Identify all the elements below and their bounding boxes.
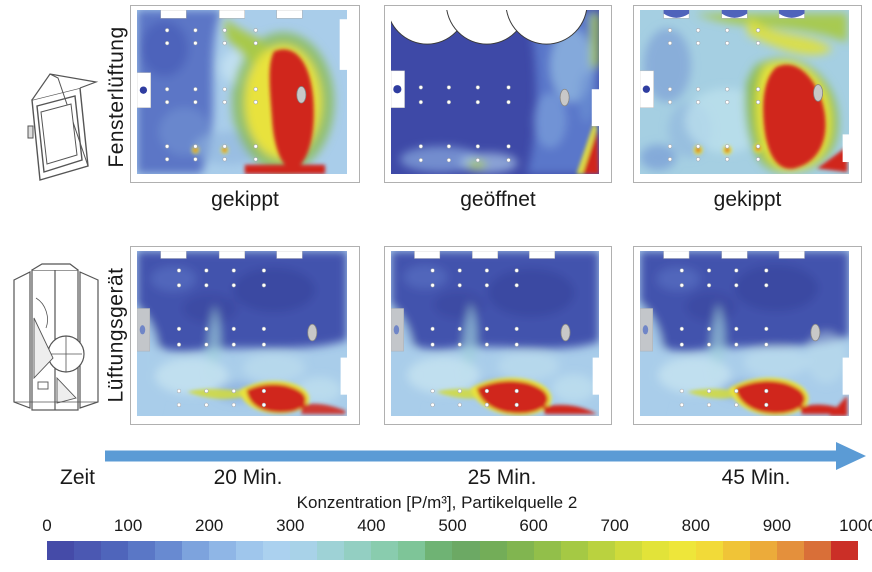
colorbar-segment xyxy=(47,541,75,560)
colorbar xyxy=(47,541,858,560)
sensor-dots xyxy=(418,85,511,163)
colorbar-segment xyxy=(803,541,831,560)
heatmap-geraet-45min xyxy=(633,246,862,425)
open-window-fans xyxy=(391,10,588,45)
ceiling-notches xyxy=(160,10,303,19)
heatmap-field xyxy=(640,251,849,416)
heatmap-geraet-20min xyxy=(130,246,360,425)
person-marker-icon xyxy=(307,323,318,342)
time-tick-25min: 25 Min. xyxy=(467,466,537,489)
colorbar-tick: 0 xyxy=(42,516,52,535)
heatmap-fenster-25min xyxy=(384,5,612,183)
person-marker-icon xyxy=(559,88,570,107)
time-tick-20min: 20 Min. xyxy=(213,466,283,489)
colorbar-segment xyxy=(695,541,723,560)
wall-port xyxy=(640,70,654,108)
wall-port xyxy=(640,308,653,352)
ventilation-unit-icon xyxy=(13,263,99,411)
wall-port xyxy=(137,308,151,352)
colorbar-segment xyxy=(344,541,372,560)
colorbar-segment xyxy=(641,541,669,560)
sensor-dots xyxy=(667,28,761,162)
colorbar-segment xyxy=(425,541,453,560)
colorbar-tick-labels: 0 100 200 300 400 500 600 700 800 900 1000 xyxy=(0,516,872,536)
colorbar-segment xyxy=(533,541,561,560)
colorbar-segment xyxy=(263,541,291,560)
colorbar-segment xyxy=(479,541,507,560)
colorbar-tick: 200 xyxy=(195,516,224,535)
heatmap-field xyxy=(391,10,599,174)
row-label-lueftungsgeraet: Lüftungsgerät xyxy=(104,267,128,403)
colorbar-segment xyxy=(722,541,750,560)
sensor-dots xyxy=(430,268,519,408)
colorbar-tick: 400 xyxy=(357,516,386,535)
colorbar-segment xyxy=(587,541,615,560)
tilted-window-jets xyxy=(663,10,805,18)
row-label-fensterlueftung: Fensterlüftung xyxy=(105,26,128,168)
sensor-dots xyxy=(176,268,267,408)
colorbar-tick: 300 xyxy=(276,516,305,535)
colorbar-tick: 1000 xyxy=(839,516,872,535)
tilted-window-icon xyxy=(27,73,99,181)
colorbar-segment xyxy=(506,541,534,560)
colorbar-tick: 500 xyxy=(438,516,467,535)
ceiling-notches xyxy=(663,251,805,259)
caption-gekippt-1: gekippt xyxy=(211,188,279,211)
colorbar-segment xyxy=(155,541,183,560)
person-marker-icon xyxy=(560,323,571,342)
timeline-arrow xyxy=(105,442,866,470)
colorbar-segment xyxy=(74,541,102,560)
wall-port xyxy=(391,308,404,352)
colorbar-segment xyxy=(749,541,777,560)
heatmap-field xyxy=(137,251,347,416)
colorbar-segment xyxy=(776,541,804,560)
colorbar-segment xyxy=(182,541,210,560)
wall-port xyxy=(137,72,151,108)
heatmap-geraet-25min xyxy=(384,246,612,425)
colorbar-tick: 700 xyxy=(600,516,629,535)
heatmap-fenster-20min xyxy=(130,5,360,183)
colorbar-segment xyxy=(209,541,237,560)
colorbar-segment xyxy=(290,541,318,560)
colorbar-tick: 800 xyxy=(681,516,710,535)
ceiling-notches xyxy=(160,251,303,259)
person-marker-icon xyxy=(813,84,824,102)
heatmap-field xyxy=(137,10,347,174)
colorbar-title: Konzentration [P/m³], Partikelquelle 2 xyxy=(296,493,578,512)
colorbar-segment xyxy=(371,541,399,560)
colorbar-segment xyxy=(560,541,588,560)
colorbar-tick: 900 xyxy=(762,516,792,535)
colorbar-segment xyxy=(614,541,642,560)
sensor-dots xyxy=(679,268,769,408)
person-marker-icon xyxy=(810,323,821,342)
colorbar-segment xyxy=(398,541,426,560)
colorbar-tick: 600 xyxy=(519,516,548,535)
time-tick-45min: 45 Min. xyxy=(721,466,791,489)
colorbar-segment xyxy=(128,541,156,560)
heatmap-field xyxy=(640,10,849,174)
wall-port xyxy=(391,70,405,108)
colorbar-segment xyxy=(452,541,480,560)
colorbar-tick: 100 xyxy=(113,516,143,535)
timeline-label: Zeit xyxy=(60,466,96,489)
colorbar-segment xyxy=(236,541,264,560)
caption-gekippt-2: gekippt xyxy=(713,188,782,211)
colorbar-segment xyxy=(830,541,858,560)
colorbar-segment xyxy=(317,541,345,560)
caption-geoeffnet: geöffnet xyxy=(460,188,536,211)
colorbar-segment xyxy=(101,541,129,560)
sensor-dots xyxy=(165,28,258,162)
person-marker-icon xyxy=(296,86,307,104)
colorbar-segment xyxy=(668,541,696,560)
heatmap-fenster-45min xyxy=(633,5,862,183)
heatmap-field xyxy=(391,251,599,416)
ceiling-notches xyxy=(414,251,555,259)
